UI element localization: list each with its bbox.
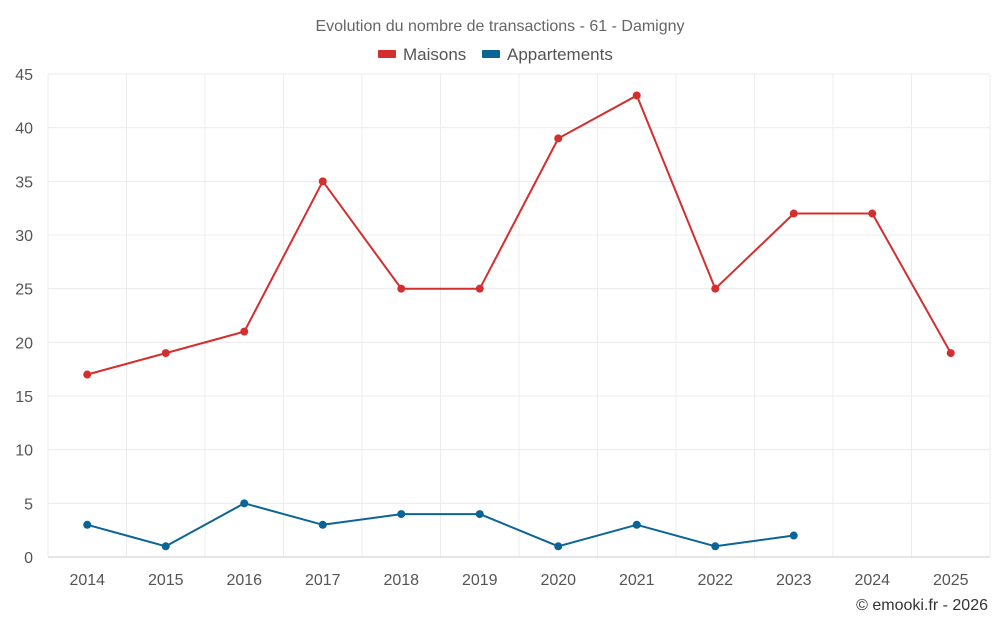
data-point[interactable] [554, 542, 563, 551]
x-tick-label: 2016 [226, 572, 262, 589]
data-point[interactable] [318, 520, 327, 529]
y-tick-label: 30 [15, 228, 33, 245]
data-point[interactable] [83, 370, 92, 379]
legend-label: Appartements [507, 45, 613, 64]
y-tick-label: 10 [15, 443, 33, 460]
series-line [87, 502, 794, 548]
series-layer [83, 91, 955, 551]
legend: Maisons Appartements [378, 45, 613, 64]
x-tick-label: 2017 [305, 572, 341, 589]
legend-label: Maisons [403, 45, 466, 64]
x-tick-label: 2015 [148, 572, 184, 589]
chart-title: Evolution du nombre de transactions - 61… [315, 18, 684, 35]
data-point[interactable] [83, 520, 92, 529]
data-point[interactable] [554, 134, 563, 143]
series-appartements [83, 499, 798, 551]
x-tick-label: 2018 [383, 572, 419, 589]
series-line [87, 94, 952, 376]
data-point[interactable] [397, 510, 406, 519]
data-point[interactable] [711, 542, 720, 551]
legend-item-appartements[interactable]: Appartements [482, 45, 613, 64]
data-point[interactable] [161, 349, 170, 358]
y-tick-label: 40 [15, 121, 33, 138]
data-point[interactable] [475, 284, 484, 293]
y-tick-label: 15 [15, 389, 33, 406]
data-point[interactable] [632, 520, 641, 529]
x-tick-label: 2022 [697, 572, 733, 589]
x-tick-label: 2019 [462, 572, 498, 589]
series-maisons [83, 91, 955, 379]
data-point[interactable] [946, 349, 955, 358]
y-tick-label: 0 [24, 550, 33, 567]
data-point[interactable] [789, 209, 798, 218]
data-point[interactable] [711, 284, 720, 293]
legend-swatch [482, 50, 500, 58]
legend-swatch [378, 50, 396, 58]
y-tick-label: 5 [24, 496, 33, 513]
grid-lines [47, 73, 991, 557]
y-tick-label: 20 [15, 335, 33, 352]
y-tick-label: 35 [15, 174, 33, 191]
legend-item-maisons[interactable]: Maisons [378, 45, 466, 64]
y-tick-label: 45 [15, 67, 33, 84]
data-point[interactable] [632, 91, 641, 100]
credit-text: © emooki.fr - 2026 [856, 597, 988, 614]
data-point[interactable] [240, 499, 249, 508]
x-tick-label: 2021 [619, 572, 655, 589]
y-tick-label: 25 [15, 282, 33, 299]
data-point[interactable] [397, 284, 406, 293]
data-point[interactable] [789, 531, 798, 540]
data-point[interactable] [475, 510, 484, 519]
x-tick-label: 2024 [854, 572, 890, 589]
x-tick-label: 2014 [69, 572, 105, 589]
data-point[interactable] [868, 209, 877, 218]
data-point[interactable] [318, 177, 327, 186]
data-point[interactable] [240, 327, 249, 336]
x-tick-label: 2025 [933, 572, 969, 589]
x-tick-label: 2023 [776, 572, 812, 589]
x-tick-label: 2020 [540, 572, 576, 589]
data-point[interactable] [161, 542, 170, 551]
